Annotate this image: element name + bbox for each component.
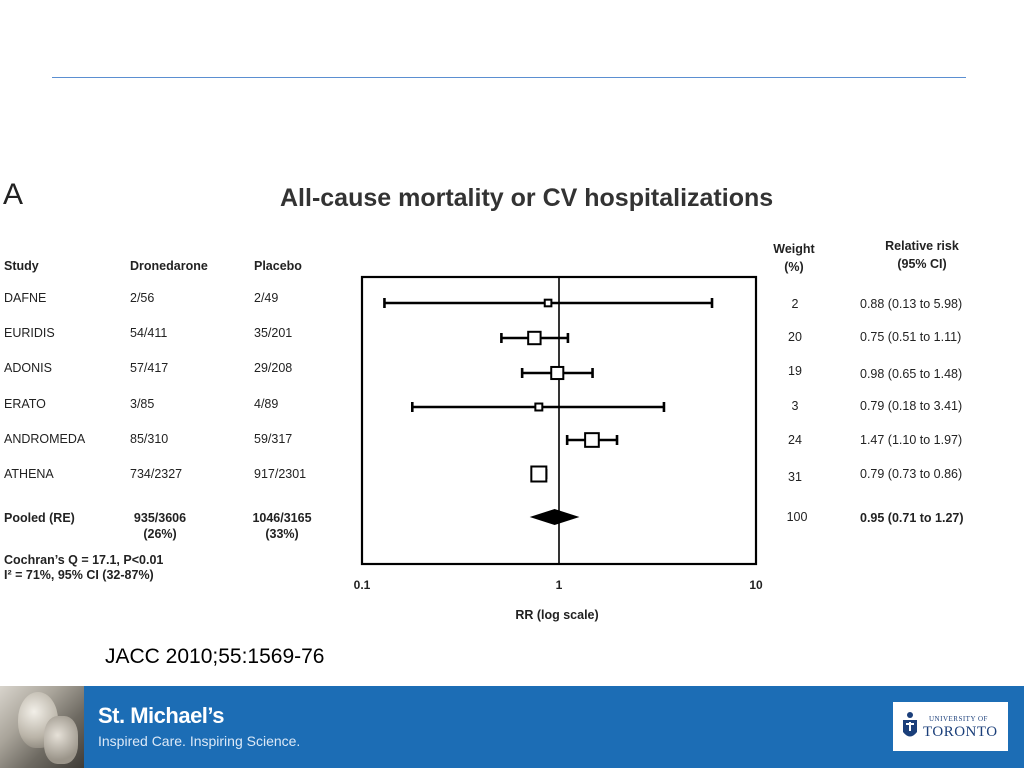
study-name: ATHENA [4,467,54,481]
header-relative-risk-ci: (95% CI) [897,257,947,271]
chart-title: All-cause mortality or CV hospitalizatio… [280,184,774,212]
dronedarone-events: 57/417 [130,361,169,375]
pooled-dronedarone: 935/3606 [133,511,187,525]
study-name: DAFNE [4,291,47,305]
pooled-placebo-pct: (33%) [265,527,299,541]
study-rr-ci: 0.88 (0.13 to 5.98) [860,297,963,311]
university-logo: UNIVERSITY OF TORONTO [893,702,1008,751]
study-name: ANDROMEDA [4,432,86,446]
point-estimate-square [530,465,548,483]
toronto-text: TORONTO [923,724,998,740]
dronedarone-events: 2/56 [130,291,155,305]
pooled-diamond [529,509,580,525]
study-rr-ci: 0.79 (0.18 to 3.41) [860,399,963,413]
x-tick-label: 10 [749,578,763,592]
study-rr-ci: 0.98 (0.65 to 1.48) [860,367,963,381]
header-rule [52,77,966,78]
point-estimate-square [543,298,553,308]
placebo-events: 59/317 [254,432,293,446]
point-estimate-square [527,330,542,346]
placebo-events: 2/49 [254,291,279,305]
study-weight: 19 [788,364,802,378]
study-weight: 20 [788,330,802,344]
study-weight: 31 [788,470,802,484]
point-estimate-square [584,432,600,448]
pooled-label: Pooled (RE) [4,511,75,525]
header-weight: Weight [773,242,815,256]
pooled-placebo: 1046/3165 [252,511,312,525]
header-dronedarone: Dronedarone [130,259,208,273]
placebo-events: 917/2301 [254,467,307,481]
x-tick-label: 1 [556,578,563,592]
pooled-rr-ci: 0.95 (0.71 to 1.27) [860,511,964,525]
study-name: ADONIS [4,361,52,375]
panel-letter: A [3,178,24,211]
footer-bar: St. Michael’s Inspired Care. Inspiring S… [0,686,1024,768]
header-study: Study [4,259,39,273]
pooled-weight: 100 [786,510,808,524]
placebo-events: 4/89 [254,397,279,411]
header-placebo: Placebo [254,259,302,273]
placebo-events: 35/201 [254,326,293,340]
header-relative-risk: Relative risk [885,239,959,253]
x-axis-label: RR (log scale) [515,608,598,622]
forest-plot: 0.1 1 10 RR (log scale) [354,275,763,622]
study-rr-ci: 1.47 (1.10 to 1.97) [860,433,963,447]
x-tick-label: 0.1 [354,578,371,592]
dronedarone-events: 54/411 [130,326,168,340]
university-of-text: UNIVERSITY OF [929,715,988,723]
heterogeneity-stats: Cochran’s Q = 17.1, P<0.01 I² = 71%, 95%… [4,553,163,583]
study-weight: 24 [788,433,802,447]
study-weight: 2 [791,297,799,311]
study-weight: 3 [791,399,799,413]
dronedarone-events: 85/310 [130,432,169,446]
point-estimate-square [550,365,565,381]
study-rr-ci: 0.75 (0.51 to 1.11) [860,330,962,344]
study-rr-ci: 0.79 (0.73 to 0.86) [860,467,963,481]
footer-tagline: Inspired Care. Inspiring Science. [98,733,301,749]
point-estimate-square [534,402,544,412]
pooled-dronedarone-pct: (26%) [143,527,177,541]
header-weight-unit: (%) [784,260,804,274]
footer-brand: St. Michael’s [98,703,224,728]
study-name: ERATO [4,397,46,411]
dronedarone-events: 3/85 [130,397,155,411]
citation: JACC 2010;55:1569-76 [105,645,325,668]
crest-icon [903,712,917,737]
i-squared-text: I² = 71%, 95% CI (32-87%) [4,568,154,582]
cochran-q-text: Cochran’s Q = 17.1, P<0.01 [4,553,164,567]
statue-photo [0,686,84,768]
study-name: EURIDIS [4,326,55,340]
dronedarone-events: 734/2327 [130,467,183,481]
placebo-events: 29/208 [254,361,293,375]
